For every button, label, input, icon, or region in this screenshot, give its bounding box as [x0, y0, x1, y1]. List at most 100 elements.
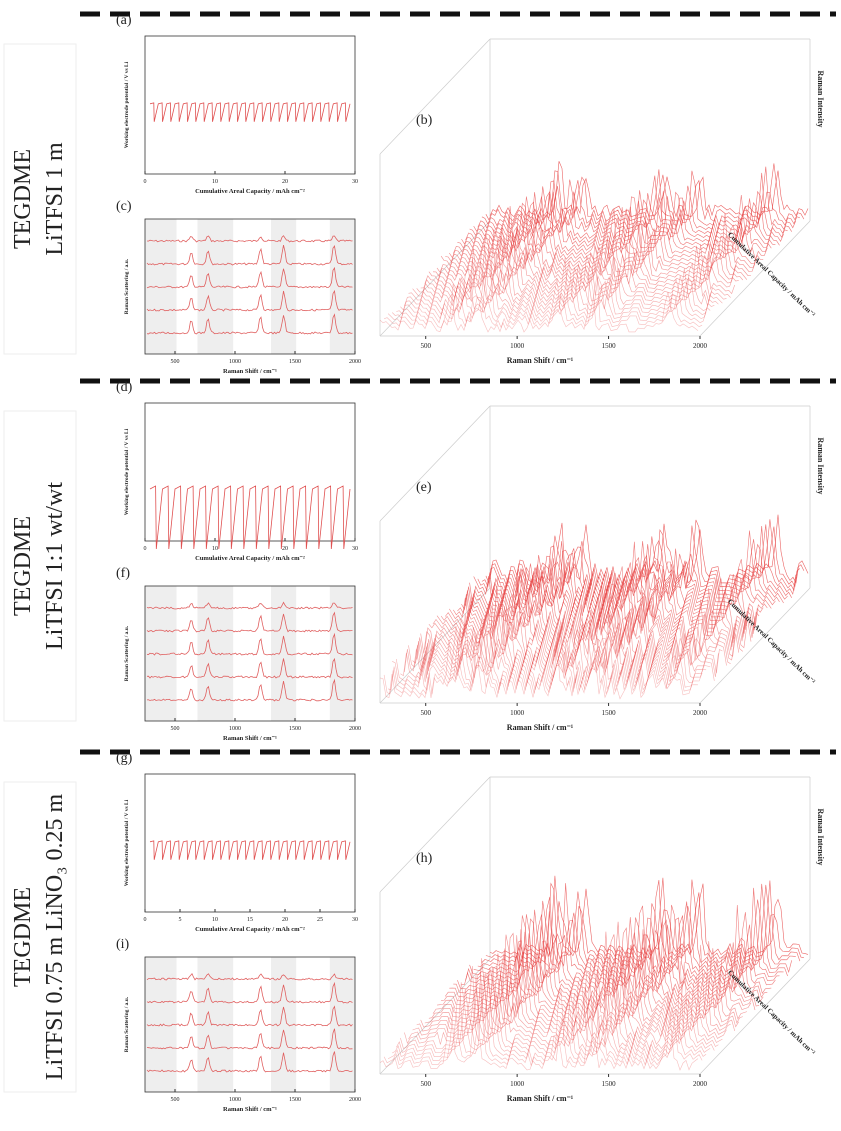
x-axis-title: Raman Shift / cm⁻¹ [223, 1106, 277, 1113]
box-edge [379, 958, 491, 1075]
panel-label: (f) [116, 566, 130, 581]
z-axis-title: Raman Intensity [816, 437, 825, 494]
x-tick-label: 1500 [602, 342, 617, 350]
panel-label: (d) [116, 380, 133, 395]
label-box [3, 43, 77, 355]
spectrum-trace [379, 973, 699, 1071]
x-axis-title: Raman Shift / cm⁻¹ [223, 368, 277, 375]
spectrum-trace [404, 604, 723, 674]
x-tick-label: 500 [420, 709, 431, 717]
box-edge [699, 220, 811, 337]
x-tick-label: 2000 [349, 726, 361, 732]
voltage-curve [149, 102, 351, 122]
box-edge [699, 587, 811, 704]
spectrum-trace [383, 985, 703, 1067]
spectrum-trace [424, 929, 743, 1024]
spectrum-trace [412, 944, 731, 1037]
panel-label: (h) [416, 851, 433, 866]
plot-frame [144, 585, 356, 722]
x-tick-label: 1500 [602, 1080, 617, 1088]
spectrum-trace [424, 228, 744, 286]
spectrum-trace [420, 226, 739, 291]
box-edge [379, 38, 491, 155]
z-axis-title: Raman Intensity [816, 70, 825, 127]
raman-spectrum [146, 972, 353, 981]
raman-spectrum [146, 266, 353, 289]
spectrum-trace [432, 929, 752, 1015]
spectrum-trace [412, 599, 731, 666]
spectrum-trace [408, 605, 727, 669]
x-tick-label: 20 [282, 917, 288, 923]
raman-spectrum [146, 1028, 353, 1050]
spectrum-trace [404, 974, 723, 1046]
y-axis-title: Working electrode potential / V vs Li [124, 428, 130, 515]
depth-axis-title: Cumulative Areal Capacity / mAh cm⁻² [726, 598, 817, 686]
box-edge [379, 405, 491, 522]
raman-spectrum [146, 601, 353, 610]
box-edge [379, 776, 491, 893]
raman-spectrum [146, 235, 353, 243]
plot-frame [144, 956, 356, 1093]
band-shade [329, 957, 355, 1092]
z-axis-title: Raman Intensity [816, 808, 825, 865]
x-tick-label: 500 [171, 359, 180, 365]
row-label: TEGDME [10, 887, 36, 987]
spectrum-trace [392, 617, 711, 687]
label-box [3, 781, 77, 1093]
x-tick-label: 500 [420, 342, 431, 350]
panel-label: (b) [416, 113, 433, 128]
spectrum-trace [416, 951, 735, 1032]
panel-label: (i) [116, 937, 130, 952]
spectrum-trace [400, 965, 719, 1050]
panel-label: (e) [416, 480, 432, 495]
spectrum-trace [485, 163, 805, 222]
raman-spectrum [146, 1005, 353, 1027]
spectrum-trace [387, 257, 707, 324]
raman-spectrum [146, 657, 353, 679]
spectrum-trace [473, 525, 792, 601]
panel-label: (c) [116, 199, 132, 214]
x-tick-label: 2000 [693, 1080, 708, 1088]
spectrum-trace [396, 961, 715, 1054]
label-box [3, 410, 77, 722]
raman-spectrum [146, 313, 353, 335]
row-label: TEGDME [10, 516, 36, 616]
plot-frame [144, 35, 356, 175]
raman-spectrum [146, 289, 353, 312]
x-tick-label: 1000 [229, 1097, 241, 1103]
panel-label: (g) [116, 751, 133, 766]
y-axis-title: Raman Scattering / a.u. [124, 258, 130, 314]
raman-spectrum [146, 244, 353, 266]
spectrum-trace [420, 935, 739, 1028]
spectrum-trace [457, 541, 776, 618]
x-axis-title: Cumulative Areal Capacity / mAh cm⁻² [195, 555, 305, 562]
spectrum-trace [440, 567, 760, 635]
x-tick-label: 30 [352, 917, 358, 923]
x-axis-title: Raman Shift / cm⁻¹ [507, 356, 574, 365]
row-label: LiTFSI 1 m [42, 142, 68, 256]
x-tick-label: 5 [179, 917, 182, 923]
x-axis-title: Raman Shift / cm⁻¹ [223, 735, 277, 742]
spectrum-trace [436, 208, 756, 273]
spectrum-trace [424, 582, 743, 653]
x-tick-label: 500 [171, 1097, 180, 1103]
spectrum-trace [412, 243, 731, 299]
spectrum-trace [408, 238, 727, 303]
x-tick-label: 10 [212, 546, 218, 552]
x-axis-title: Cumulative Areal Capacity / mAh cm⁻² [195, 926, 305, 933]
x-tick-label: 10 [212, 179, 218, 185]
x-tick-label: 0 [144, 917, 147, 923]
x-tick-label: 1500 [602, 709, 617, 717]
plot-frame [144, 402, 356, 542]
row-label: TEGDME [10, 149, 36, 249]
x-tick-label: 500 [420, 1080, 431, 1088]
x-tick-label: 30 [352, 179, 358, 185]
x-tick-label: 30 [352, 546, 358, 552]
panel-label: (a) [116, 13, 132, 28]
voltage-curve [149, 840, 351, 860]
y-axis-title: Working electrode potential / V vs Li [124, 61, 130, 148]
depth-axis-title: Cumulative Areal Capacity / mAh cm⁻² [726, 969, 817, 1057]
box-edge [699, 958, 811, 1075]
x-tick-label: 1000 [510, 342, 525, 350]
x-tick-label: 1500 [289, 1097, 301, 1103]
